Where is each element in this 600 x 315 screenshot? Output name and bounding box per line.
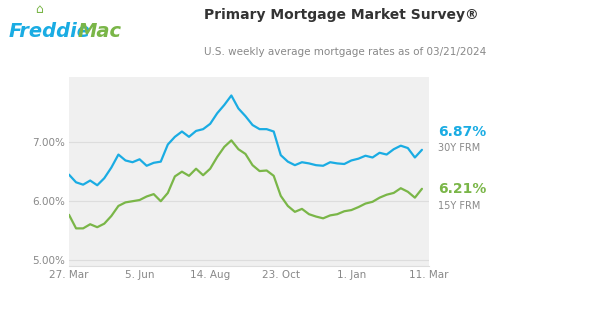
Text: Mac: Mac: [78, 22, 122, 41]
Text: Primary Mortgage Market Survey®: Primary Mortgage Market Survey®: [204, 8, 479, 22]
Text: 15Y FRM: 15Y FRM: [438, 201, 481, 211]
Text: U.S. weekly average mortgage rates as of 03/21/2024: U.S. weekly average mortgage rates as of…: [204, 47, 486, 57]
Text: 6.21%: 6.21%: [438, 182, 487, 196]
Text: Freddie: Freddie: [9, 22, 91, 41]
Text: 30Y FRM: 30Y FRM: [438, 143, 480, 153]
Text: ⌂: ⌂: [35, 3, 43, 16]
Text: 6.87%: 6.87%: [438, 125, 486, 140]
